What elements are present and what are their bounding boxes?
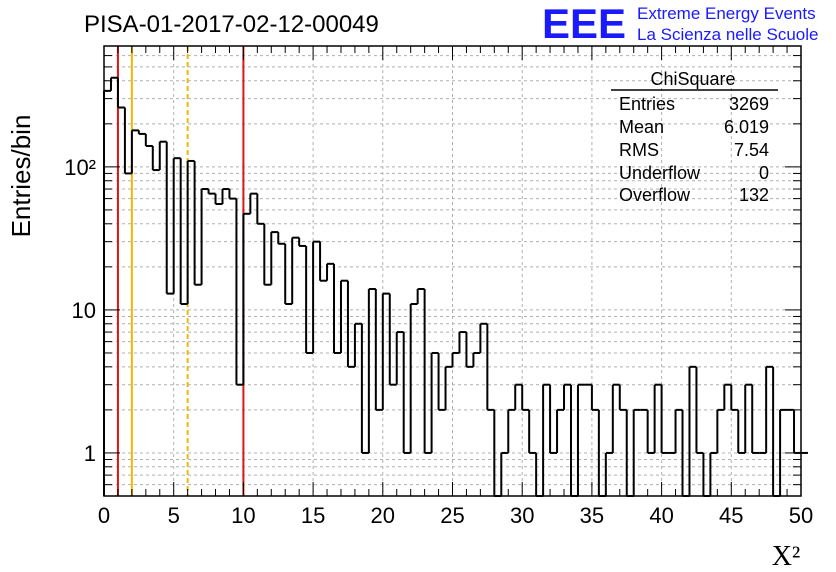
stats-label-rms: RMS bbox=[619, 140, 659, 160]
stats-value-overflow: 132 bbox=[739, 185, 769, 205]
x-tick-label: 30 bbox=[510, 503, 534, 528]
y-axis-label: Entries/bin bbox=[6, 115, 36, 238]
stats-value-mean: 6.019 bbox=[724, 117, 769, 137]
y-tick-label: 10² bbox=[64, 155, 96, 180]
x-tick-label: 0 bbox=[98, 503, 110, 528]
histogram bbox=[103, 76, 808, 497]
eee-logo: EEE Extreme Energy Events La Scienza nel… bbox=[542, 0, 818, 47]
stats-value-entries: 3269 bbox=[729, 94, 769, 114]
x-tick-label: 35 bbox=[580, 503, 604, 528]
x-axis-label: X² bbox=[772, 541, 801, 572]
stats-box: ChiSquare Entries 3269 Mean 6.019 RMS 7.… bbox=[611, 69, 778, 205]
x-tick-label: 15 bbox=[301, 503, 325, 528]
x-tick-label: 10 bbox=[231, 503, 255, 528]
x-tick-label: 50 bbox=[789, 503, 813, 528]
stats-name: ChiSquare bbox=[650, 69, 735, 89]
y-tick-label: 1 bbox=[84, 441, 96, 466]
stats-label-entries: Entries bbox=[619, 94, 675, 114]
x-tick-label: 5 bbox=[168, 503, 180, 528]
stats-label-underflow: Underflow bbox=[619, 163, 701, 183]
logo-line2: La Scienza nelle Scuole bbox=[637, 25, 818, 44]
x-tick-label: 25 bbox=[440, 503, 464, 528]
stats-value-underflow: 0 bbox=[759, 163, 769, 183]
logo-mark: EEE bbox=[542, 0, 626, 47]
logo-line1: Extreme Energy Events bbox=[637, 4, 816, 23]
chart-title: PISA-01-2017-02-12-00049 bbox=[84, 11, 379, 38]
x-tick-label: 45 bbox=[719, 503, 743, 528]
y-tick-label: 10 bbox=[72, 298, 96, 323]
axes: 0 5 10 15 20 25 30 35 40 45 50 1 10 10² bbox=[64, 45, 813, 528]
stats-value-rms: 7.54 bbox=[734, 140, 769, 160]
stats-label-mean: Mean bbox=[619, 117, 664, 137]
x-tick-label: 40 bbox=[649, 503, 673, 528]
x-tick-label: 20 bbox=[371, 503, 395, 528]
stats-label-overflow: Overflow bbox=[619, 185, 691, 205]
